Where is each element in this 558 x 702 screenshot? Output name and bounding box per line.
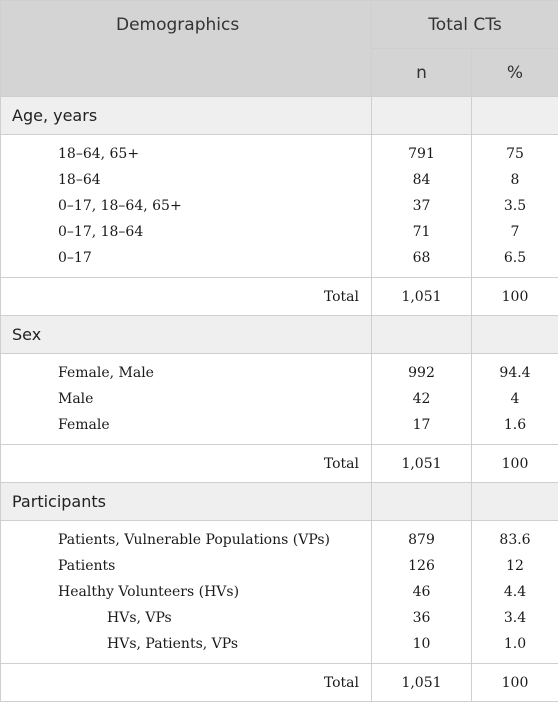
table-row: HVs, VPs 36 3.4 <box>1 605 558 631</box>
age-total: Total 1,051 100 <box>1 278 558 316</box>
row-n: 17 <box>372 412 472 445</box>
participants-rows: Patients, Vulnerable Populations (VPs) 8… <box>1 521 558 664</box>
section-title-age: Age, years <box>1 97 372 135</box>
table-row: 0–17, 18–64 71 7 <box>1 219 558 245</box>
section-participants: Participants <box>1 483 558 521</box>
row-n: 791 <box>372 135 472 168</box>
row-n: 46 <box>372 579 472 605</box>
row-label: 0–17 <box>1 245 372 278</box>
row-label: Male <box>1 386 372 412</box>
table-row: Female 17 1.6 <box>1 412 558 445</box>
table-row: HVs, Patients, VPs 10 1.0 <box>1 631 558 664</box>
row-n: 42 <box>372 386 472 412</box>
row-pct: 4.4 <box>472 579 558 605</box>
row-pct: 1.6 <box>472 412 558 445</box>
section-title-participants: Participants <box>1 483 372 521</box>
row-pct: 83.6 <box>472 521 558 554</box>
row-label: HVs, Patients, VPs <box>1 631 372 664</box>
table-row: Healthy Volunteers (HVs) 46 4.4 <box>1 579 558 605</box>
section-title-sex: Sex <box>1 316 372 354</box>
total-pct: 100 <box>472 278 558 316</box>
row-pct: 8 <box>472 167 558 193</box>
row-pct: 3.4 <box>472 605 558 631</box>
total-pct: 100 <box>472 445 558 483</box>
row-n: 10 <box>372 631 472 664</box>
age-rows: 18–64, 65+ 791 75 18–64 84 8 0–17, 18–64… <box>1 135 558 278</box>
row-n: 36 <box>372 605 472 631</box>
total-label: Total <box>1 445 372 483</box>
section-age: Age, years <box>1 97 558 135</box>
table-row: 0–17 68 6.5 <box>1 245 558 278</box>
row-label: Female <box>1 412 372 445</box>
table-row: Patients 126 12 <box>1 553 558 579</box>
row-n: 37 <box>372 193 472 219</box>
row-pct: 75 <box>472 135 558 168</box>
row-label: 0–17, 18–64, 65+ <box>1 193 372 219</box>
row-label: 0–17, 18–64 <box>1 219 372 245</box>
row-pct: 94.4 <box>472 354 558 387</box>
row-pct: 3.5 <box>472 193 558 219</box>
table-row: Male 42 4 <box>1 386 558 412</box>
total-row: Total 1,051 100 <box>1 445 558 483</box>
table-row: 18–64, 65+ 791 75 <box>1 135 558 168</box>
row-n: 126 <box>372 553 472 579</box>
sex-rows: Female, Male 992 94.4 Male 42 4 Female 1… <box>1 354 558 445</box>
row-pct: 1.0 <box>472 631 558 664</box>
table-row: 18–64 84 8 <box>1 167 558 193</box>
row-n: 879 <box>372 521 472 554</box>
total-n: 1,051 <box>372 278 472 316</box>
header-pct: % <box>472 49 558 97</box>
table-row: Female, Male 992 94.4 <box>1 354 558 387</box>
section-sex: Sex <box>1 316 558 354</box>
total-label: Total <box>1 278 372 316</box>
row-pct: 7 <box>472 219 558 245</box>
row-pct: 12 <box>472 553 558 579</box>
row-label: 18–64 <box>1 167 372 193</box>
row-n: 68 <box>372 245 472 278</box>
header-n: n <box>372 49 472 97</box>
row-label: 18–64, 65+ <box>1 135 372 168</box>
row-pct: 4 <box>472 386 558 412</box>
row-label: Patients <box>1 553 372 579</box>
header-total-cts: Total CTs <box>372 1 558 49</box>
row-pct: 6.5 <box>472 245 558 278</box>
total-row: Total 1,051 100 <box>1 278 558 316</box>
row-n: 71 <box>372 219 472 245</box>
table-header: Demographics Total CTs n % <box>1 1 558 97</box>
total-n: 1,051 <box>372 445 472 483</box>
row-label: Patients, Vulnerable Populations (VPs) <box>1 521 372 554</box>
sex-total: Total 1,051 100 <box>1 445 558 483</box>
row-n: 992 <box>372 354 472 387</box>
row-label: Female, Male <box>1 354 372 387</box>
row-label: Healthy Volunteers (HVs) <box>1 579 372 605</box>
row-n: 84 <box>372 167 472 193</box>
row-label: HVs, VPs <box>1 605 372 631</box>
table-row: Patients, Vulnerable Populations (VPs) 8… <box>1 521 558 554</box>
table-row: 0–17, 18–64, 65+ 37 3.5 <box>1 193 558 219</box>
header-demographics: Demographics <box>1 1 372 97</box>
